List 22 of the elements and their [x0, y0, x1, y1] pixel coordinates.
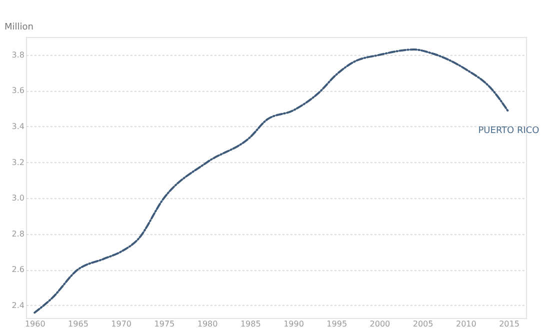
x-tick-label: 1980	[197, 320, 218, 328]
x-tick-label: 1975	[154, 320, 175, 328]
x-tick-label: 1995	[326, 320, 348, 328]
x-tick-label: 2015	[499, 320, 520, 328]
y-tick-label: 3.0	[12, 194, 24, 203]
x-tick-label: 1960	[24, 320, 46, 328]
x-tick-label: 1965	[68, 320, 88, 328]
y-tick-label: 3.6	[12, 86, 24, 96]
y-tick-label: 3.8	[12, 50, 24, 60]
x-tick-label: 2000	[370, 320, 390, 328]
y-tick-label: 2.8	[12, 229, 24, 238]
y-axis-title: Million	[4, 22, 34, 32]
y-tick-label: 3.4	[12, 122, 24, 131]
x-tick-label: 2010	[456, 320, 476, 328]
x-tick-label: 2005	[412, 320, 434, 328]
y-tick-label: 2.6	[12, 265, 24, 274]
y-tick-label: 2.4	[12, 300, 24, 310]
y-tick-label: 3.2	[12, 158, 24, 167]
x-tick-label: 1990	[284, 320, 304, 328]
x-tick-label: 1970	[111, 320, 132, 328]
x-tick-label: 1985	[240, 320, 261, 328]
text: PUERTO RICO	[478, 126, 540, 136]
